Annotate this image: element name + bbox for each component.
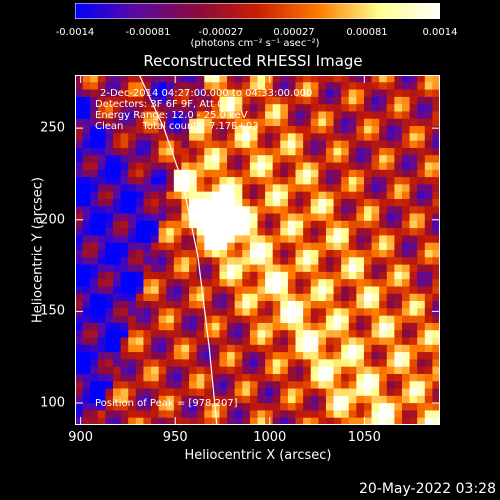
y-tick-label: 250 (40, 120, 65, 136)
y-tick-label: 200 (40, 212, 65, 228)
plot-frame (75, 75, 440, 425)
info-energy: Energy Range: 12.0 - 25.0 keV (95, 110, 248, 121)
x-tick-label: 950 (162, 430, 188, 445)
colorbar-units: (photons cm⁻² s⁻¹ asec⁻²) (190, 38, 320, 49)
y-axis-label: Heliocentric Y (arcsec) (30, 177, 46, 323)
colorbar-tick-label: -0.00027 (198, 27, 244, 38)
info-detectors: Detectors: 3F 6F 9F, Att 0 (95, 99, 224, 110)
timestamp: 20-May-2022 03:28 (358, 481, 496, 497)
y-tick-label: 150 (40, 303, 65, 319)
chart-title: Reconstructed RHESSI Image (143, 52, 363, 70)
info-counts: Clean Total counts: 7.17E+03 (95, 121, 259, 132)
plot-area (75, 75, 440, 425)
x-tick-label: 1000 (253, 430, 287, 445)
x-axis-label: Heliocentric X (arcsec) (184, 448, 332, 463)
peak-position: Position of Peak = [978,207] (95, 398, 238, 409)
colorbar-tick-label: -0.0014 (55, 27, 95, 38)
heatmap-image (75, 75, 440, 425)
colorbar-tick-label: 0.00027 (273, 27, 315, 38)
x-tick-label: 1050 (347, 430, 381, 445)
solar-limb-curve (138, 75, 218, 425)
x-tick-label: 900 (68, 430, 94, 445)
colorbar (75, 3, 440, 19)
info-time-range: 2-Dec-2014 04:27:00.000 to 04:33:00.000 (100, 88, 313, 99)
colorbar-tick-label: -0.00081 (125, 27, 171, 38)
colorbar-tick-label: 0.00081 (346, 27, 388, 38)
y-tick-label: 100 (40, 395, 65, 411)
colorbar-tick-label: 0.0014 (422, 27, 458, 38)
